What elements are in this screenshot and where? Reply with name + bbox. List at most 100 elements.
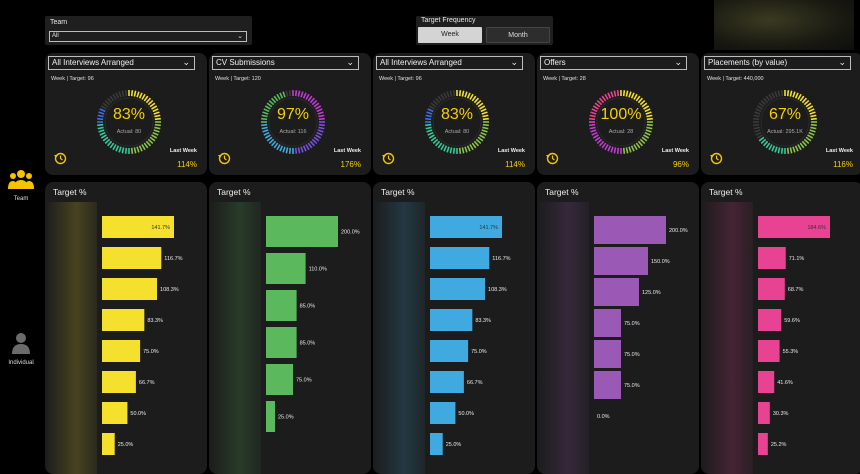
chart-bar[interactable] bbox=[430, 402, 456, 424]
chart-bar[interactable] bbox=[430, 309, 473, 331]
gauge-tick bbox=[106, 140, 113, 147]
chart-bar[interactable] bbox=[266, 216, 338, 247]
gauge-tick bbox=[263, 131, 270, 136]
gauge-tick bbox=[780, 147, 784, 154]
gauge-tick bbox=[437, 142, 443, 149]
gauge-tick bbox=[644, 131, 651, 136]
gauge-tick bbox=[138, 92, 143, 99]
last-week-value: 96% bbox=[672, 160, 689, 169]
chart-bar[interactable] bbox=[758, 216, 830, 238]
gauge-tick bbox=[601, 142, 607, 149]
chart-bar[interactable] bbox=[102, 247, 162, 269]
chart-bar[interactable] bbox=[758, 278, 785, 300]
gauge-tick bbox=[149, 102, 156, 108]
chart-bar[interactable] bbox=[430, 433, 443, 455]
gauge-tick bbox=[109, 142, 115, 149]
team-select[interactable]: All ⌄ bbox=[49, 31, 247, 42]
chart-glow bbox=[209, 202, 261, 474]
gauge-tick bbox=[313, 136, 320, 142]
gauge-tick bbox=[473, 97, 480, 104]
chart-bar[interactable] bbox=[594, 216, 666, 244]
gauge-tick bbox=[777, 90, 781, 97]
gauge-tick bbox=[598, 97, 605, 104]
gauge-tick bbox=[154, 126, 161, 130]
chart-bar[interactable] bbox=[758, 247, 786, 269]
gauge-tick bbox=[616, 90, 620, 97]
gauge-tick bbox=[639, 138, 646, 145]
gauge-tick bbox=[452, 147, 456, 154]
chart-bar[interactable] bbox=[430, 340, 469, 362]
chart-bar[interactable] bbox=[266, 401, 275, 432]
chart-bar[interactable] bbox=[758, 309, 782, 331]
last-week-value: 176% bbox=[340, 160, 361, 169]
gauge-tick bbox=[261, 123, 268, 127]
gauge-tick bbox=[143, 95, 149, 102]
kpi-metric-select[interactable]: All Interviews Arranged ⌄ bbox=[48, 56, 195, 70]
chart-bar[interactable] bbox=[758, 340, 780, 362]
bar-data-label: 75.0% bbox=[624, 321, 640, 327]
gauge-tick bbox=[645, 129, 652, 133]
kpi-metric-select[interactable]: All Interviews Arranged ⌄ bbox=[376, 56, 523, 70]
gauge-tick bbox=[458, 147, 462, 154]
chart-bar[interactable] bbox=[266, 290, 297, 321]
bar-data-label: 50.0% bbox=[458, 411, 474, 417]
gauge-tick bbox=[482, 123, 489, 127]
kpi-actual: Actual: 116 bbox=[279, 129, 307, 135]
history-icon[interactable] bbox=[381, 151, 395, 165]
chart-bar[interactable] bbox=[102, 371, 136, 393]
chart-bar[interactable] bbox=[594, 371, 621, 399]
kpi-title: Offers bbox=[544, 58, 566, 67]
history-icon[interactable] bbox=[217, 151, 231, 165]
chart-bar[interactable] bbox=[102, 216, 174, 238]
chart-bar[interactable] bbox=[266, 253, 306, 284]
gauge-tick bbox=[809, 111, 816, 115]
gauge-tick bbox=[305, 93, 310, 100]
kpi-percentage: 97% bbox=[276, 106, 310, 123]
history-icon[interactable] bbox=[709, 151, 723, 165]
chart-bar[interactable] bbox=[758, 371, 775, 393]
kpi-actual: Actual: 80 bbox=[116, 129, 142, 135]
month-button[interactable]: Month bbox=[486, 27, 550, 43]
gauge-tick bbox=[613, 90, 617, 97]
gauge-tick bbox=[307, 142, 313, 149]
chart-bar[interactable] bbox=[102, 309, 145, 331]
chart-bar[interactable] bbox=[430, 371, 464, 393]
gauge-tick bbox=[288, 90, 292, 97]
gauge-tick bbox=[440, 144, 445, 151]
gauge-tick bbox=[481, 111, 488, 115]
chart-bar[interactable] bbox=[430, 278, 486, 300]
chart-bar[interactable] bbox=[102, 278, 158, 300]
chart-bar[interactable] bbox=[102, 340, 141, 362]
nav-individual[interactable]: Individual bbox=[0, 332, 42, 366]
gauge-tick bbox=[153, 129, 160, 133]
chart-bar[interactable] bbox=[594, 278, 639, 306]
kpi-metric-select[interactable]: Placements (by value) ⌄ bbox=[704, 56, 851, 70]
chart-bar[interactable] bbox=[102, 402, 128, 424]
gauge-tick bbox=[475, 99, 482, 106]
kpi-title: CV Submissions bbox=[216, 58, 275, 67]
week-button[interactable]: Week bbox=[418, 27, 482, 43]
chart-bar[interactable] bbox=[594, 247, 648, 275]
gauge-tick bbox=[118, 146, 122, 153]
gauge-tick bbox=[753, 123, 760, 127]
nav-team[interactable]: Team bbox=[0, 168, 42, 202]
chart-bar[interactable] bbox=[594, 309, 621, 337]
gauge-tick bbox=[288, 147, 292, 154]
chart-bar[interactable] bbox=[594, 340, 621, 368]
chart-bar[interactable] bbox=[758, 402, 770, 424]
kpi-metric-select[interactable]: Offers ⌄ bbox=[540, 56, 687, 70]
gauge-tick bbox=[639, 99, 646, 106]
chart-bar[interactable] bbox=[266, 364, 293, 395]
chart-bar[interactable] bbox=[430, 216, 502, 238]
chart-bar[interactable] bbox=[430, 247, 490, 269]
gauge-tick bbox=[432, 138, 439, 145]
kpi-metric-select[interactable]: CV Submissions ⌄ bbox=[212, 56, 359, 70]
gauge-tick bbox=[149, 136, 156, 142]
chart-bar[interactable] bbox=[102, 433, 115, 455]
history-icon[interactable] bbox=[53, 151, 67, 165]
chart-bar[interactable] bbox=[266, 327, 297, 358]
target-chart-card: Target % 141.7% 116.7% 108.3% 83.3% 75.0% 66.… bbox=[373, 182, 535, 474]
chart-bar[interactable] bbox=[758, 433, 768, 455]
gauge-tick bbox=[443, 92, 448, 99]
history-icon[interactable] bbox=[545, 151, 559, 165]
